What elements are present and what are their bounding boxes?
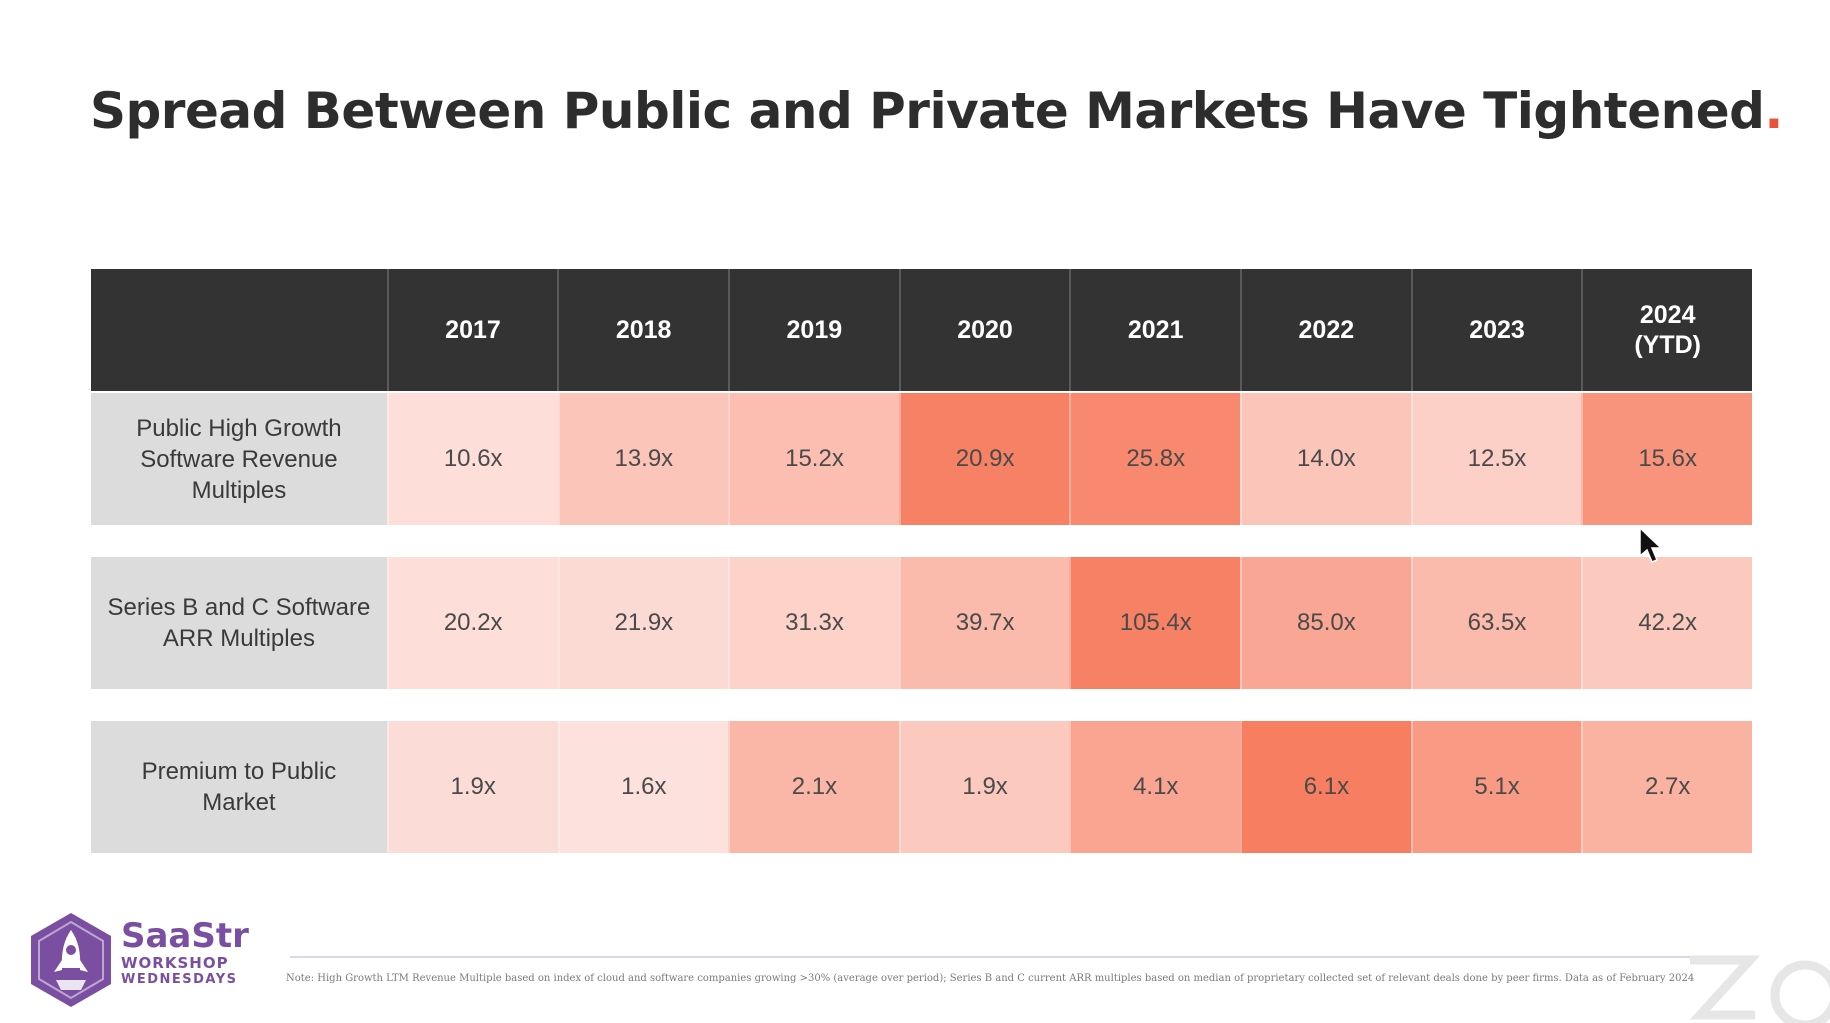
heat-cell: 20.9x	[898, 393, 1070, 525]
heat-cell: 2.1x	[728, 721, 899, 853]
heat-cell: 1.9x	[898, 721, 1070, 853]
heat-cell: 13.9x	[557, 393, 729, 525]
header-year: 2019	[728, 269, 899, 391]
header-year: 2021	[1069, 269, 1240, 391]
heat-cell: 14.0x	[1240, 393, 1411, 525]
footnote: Note: High Growth LTM Revenue Multiple b…	[286, 973, 1695, 984]
header-year: 2022	[1240, 269, 1411, 391]
title-punct: .	[1764, 82, 1783, 140]
saastr-rocket-logo-icon	[31, 913, 111, 1007]
heat-cell: 6.1x	[1240, 721, 1411, 853]
header-year: 2018	[557, 269, 728, 391]
heat-cell: 42.2x	[1581, 557, 1752, 689]
brand-line2: WORKSHOP	[121, 954, 229, 972]
footer-divider	[290, 956, 1690, 958]
header-corner	[91, 269, 387, 391]
row-label: Public High Growth Software Revenue Mult…	[91, 393, 387, 525]
brand-wordmark: SaaStr WORKSHOP WEDNESDAYS	[121, 918, 249, 988]
header-year: 2017	[386, 269, 558, 391]
mouse-cursor-icon	[1639, 526, 1663, 563]
table-row: Public High Growth Software Revenue Mult…	[91, 393, 1752, 525]
heat-cell: 20.2x	[386, 557, 558, 689]
heat-cell: 4.1x	[1069, 721, 1241, 853]
heat-cell: 105.4x	[1069, 557, 1241, 689]
heat-cell: 21.9x	[557, 557, 729, 689]
heat-cell: 31.3x	[728, 557, 899, 689]
heat-cell: 39.7x	[898, 557, 1070, 689]
row-label: Series B and C Software ARR Multiples	[91, 557, 387, 689]
heat-cell: 15.2x	[728, 393, 899, 525]
heat-cell: 1.6x	[557, 721, 729, 853]
header-year: 2023	[1410, 269, 1582, 391]
heat-cell: 85.0x	[1240, 557, 1411, 689]
header-row: 2017 2018 2019 2020 2021 2022 2023 2024 (YTD)	[91, 269, 1752, 391]
heat-cell: 12.5x	[1410, 393, 1582, 525]
brand-name: SaaStr	[121, 916, 249, 956]
heat-cell: 15.6x	[1581, 393, 1752, 525]
heat-cell: 5.1x	[1410, 721, 1582, 853]
slide-title-text: Spread Between Public and Private Market…	[90, 82, 1765, 140]
table-row: Series B and C Software ARR Multiples 20.…	[91, 557, 1752, 689]
heat-cell: 25.8x	[1069, 393, 1241, 525]
heat-cell: 63.5x	[1410, 557, 1582, 689]
heat-cell: 1.9x	[386, 721, 558, 853]
heatmap-table: 2017 2018 2019 2020 2021 2022 2023 2024 (YTD) Pu…	[91, 269, 1752, 853]
watermark-icon	[1689, 955, 1830, 1023]
slide-title: Spread Between Public and Private Market…	[90, 82, 1783, 140]
heat-cell: 2.7x	[1581, 721, 1752, 853]
heat-cell: 10.6x	[386, 393, 558, 525]
table-row: Premium to Public Market 1.9x 1.6x 2.1x 1.9x…	[91, 721, 1752, 853]
row-label: Premium to Public Market	[91, 721, 387, 853]
header-year: 2024 (YTD)	[1581, 269, 1752, 391]
header-year: 2020	[898, 269, 1070, 391]
brand-line3: WEDNESDAYS	[121, 972, 238, 987]
